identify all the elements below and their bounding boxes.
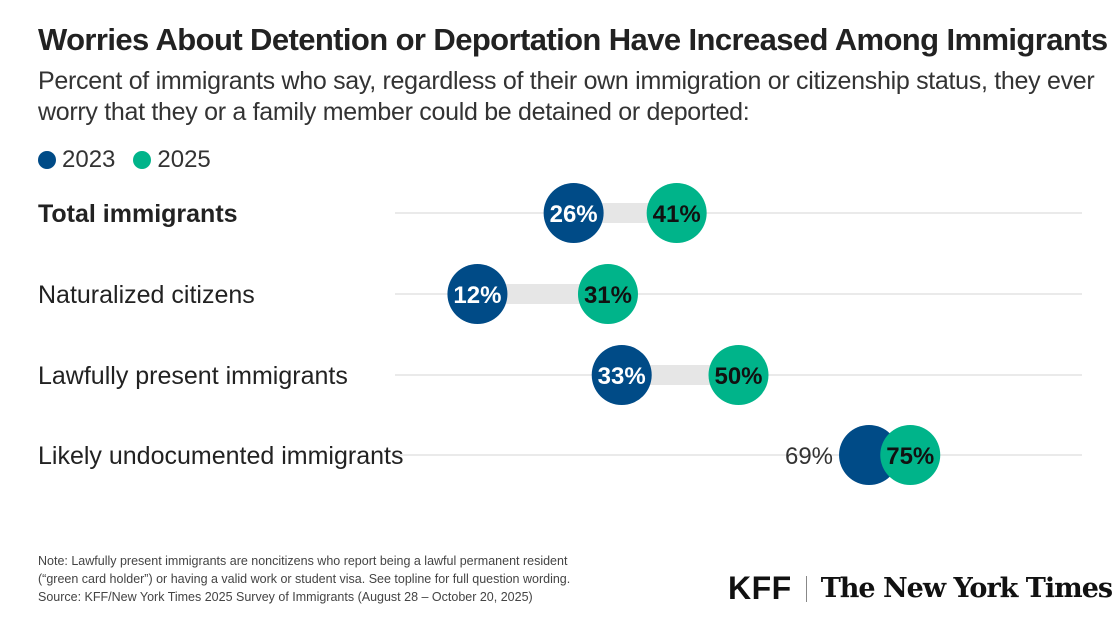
legend: 2023 2025: [38, 146, 221, 174]
legend-swatch-2025: [133, 151, 152, 169]
category-label: Naturalized citizens: [38, 281, 255, 309]
data-label-2023: 26%: [550, 201, 598, 228]
dot-2023: [447, 264, 508, 324]
dot-2025: [880, 425, 941, 485]
dot-2025: [646, 183, 707, 243]
connector-bar: [477, 284, 608, 304]
chart-title: Worries About Detention or Deportation H…: [38, 22, 1108, 57]
legend-label: 2023: [62, 146, 116, 173]
logo-divider: [805, 575, 807, 602]
dot-2025: [577, 264, 638, 324]
data-label-2025: 50%: [714, 363, 762, 390]
legend-swatch-2023: [38, 151, 56, 169]
dot-2023: [839, 425, 900, 485]
dot-2025: [708, 345, 769, 405]
dot-2023: [543, 183, 604, 243]
category-label: Lawfully present immigrants: [38, 362, 348, 390]
note-line: Note: Lawfully present immigrants are no…: [38, 554, 568, 568]
category-label: Likely undocumented immigrants: [38, 442, 403, 470]
data-label-2023: 33%: [598, 363, 646, 390]
note-line: (“green card holder”) or having a valid …: [38, 572, 571, 586]
chart-subtitle: Percent of immigrants who say, regardles…: [38, 67, 1095, 126]
logos: KFF The New York Times: [728, 570, 1113, 607]
category-label: Total immigrants: [38, 200, 238, 228]
legend-item-2023: 2023: [38, 146, 115, 174]
nyt-logo: The New York Times: [820, 573, 1113, 604]
data-label-2023: 69%: [785, 443, 833, 470]
dot-2023: [591, 345, 652, 405]
data-label-2025: 31%: [584, 282, 632, 309]
source-line: Source: KFF/New York Times 2025 Survey o…: [38, 590, 533, 604]
footnote: Note: Lawfully present immigrants are no…: [38, 552, 570, 606]
data-label-2023: 12%: [453, 282, 501, 309]
kff-logo: KFF: [728, 570, 792, 606]
data-label-2025: 41%: [653, 201, 701, 228]
data-label-2025: 75%: [886, 443, 934, 470]
legend-item-2025: 2025: [133, 146, 211, 174]
legend-label: 2025: [157, 146, 211, 173]
